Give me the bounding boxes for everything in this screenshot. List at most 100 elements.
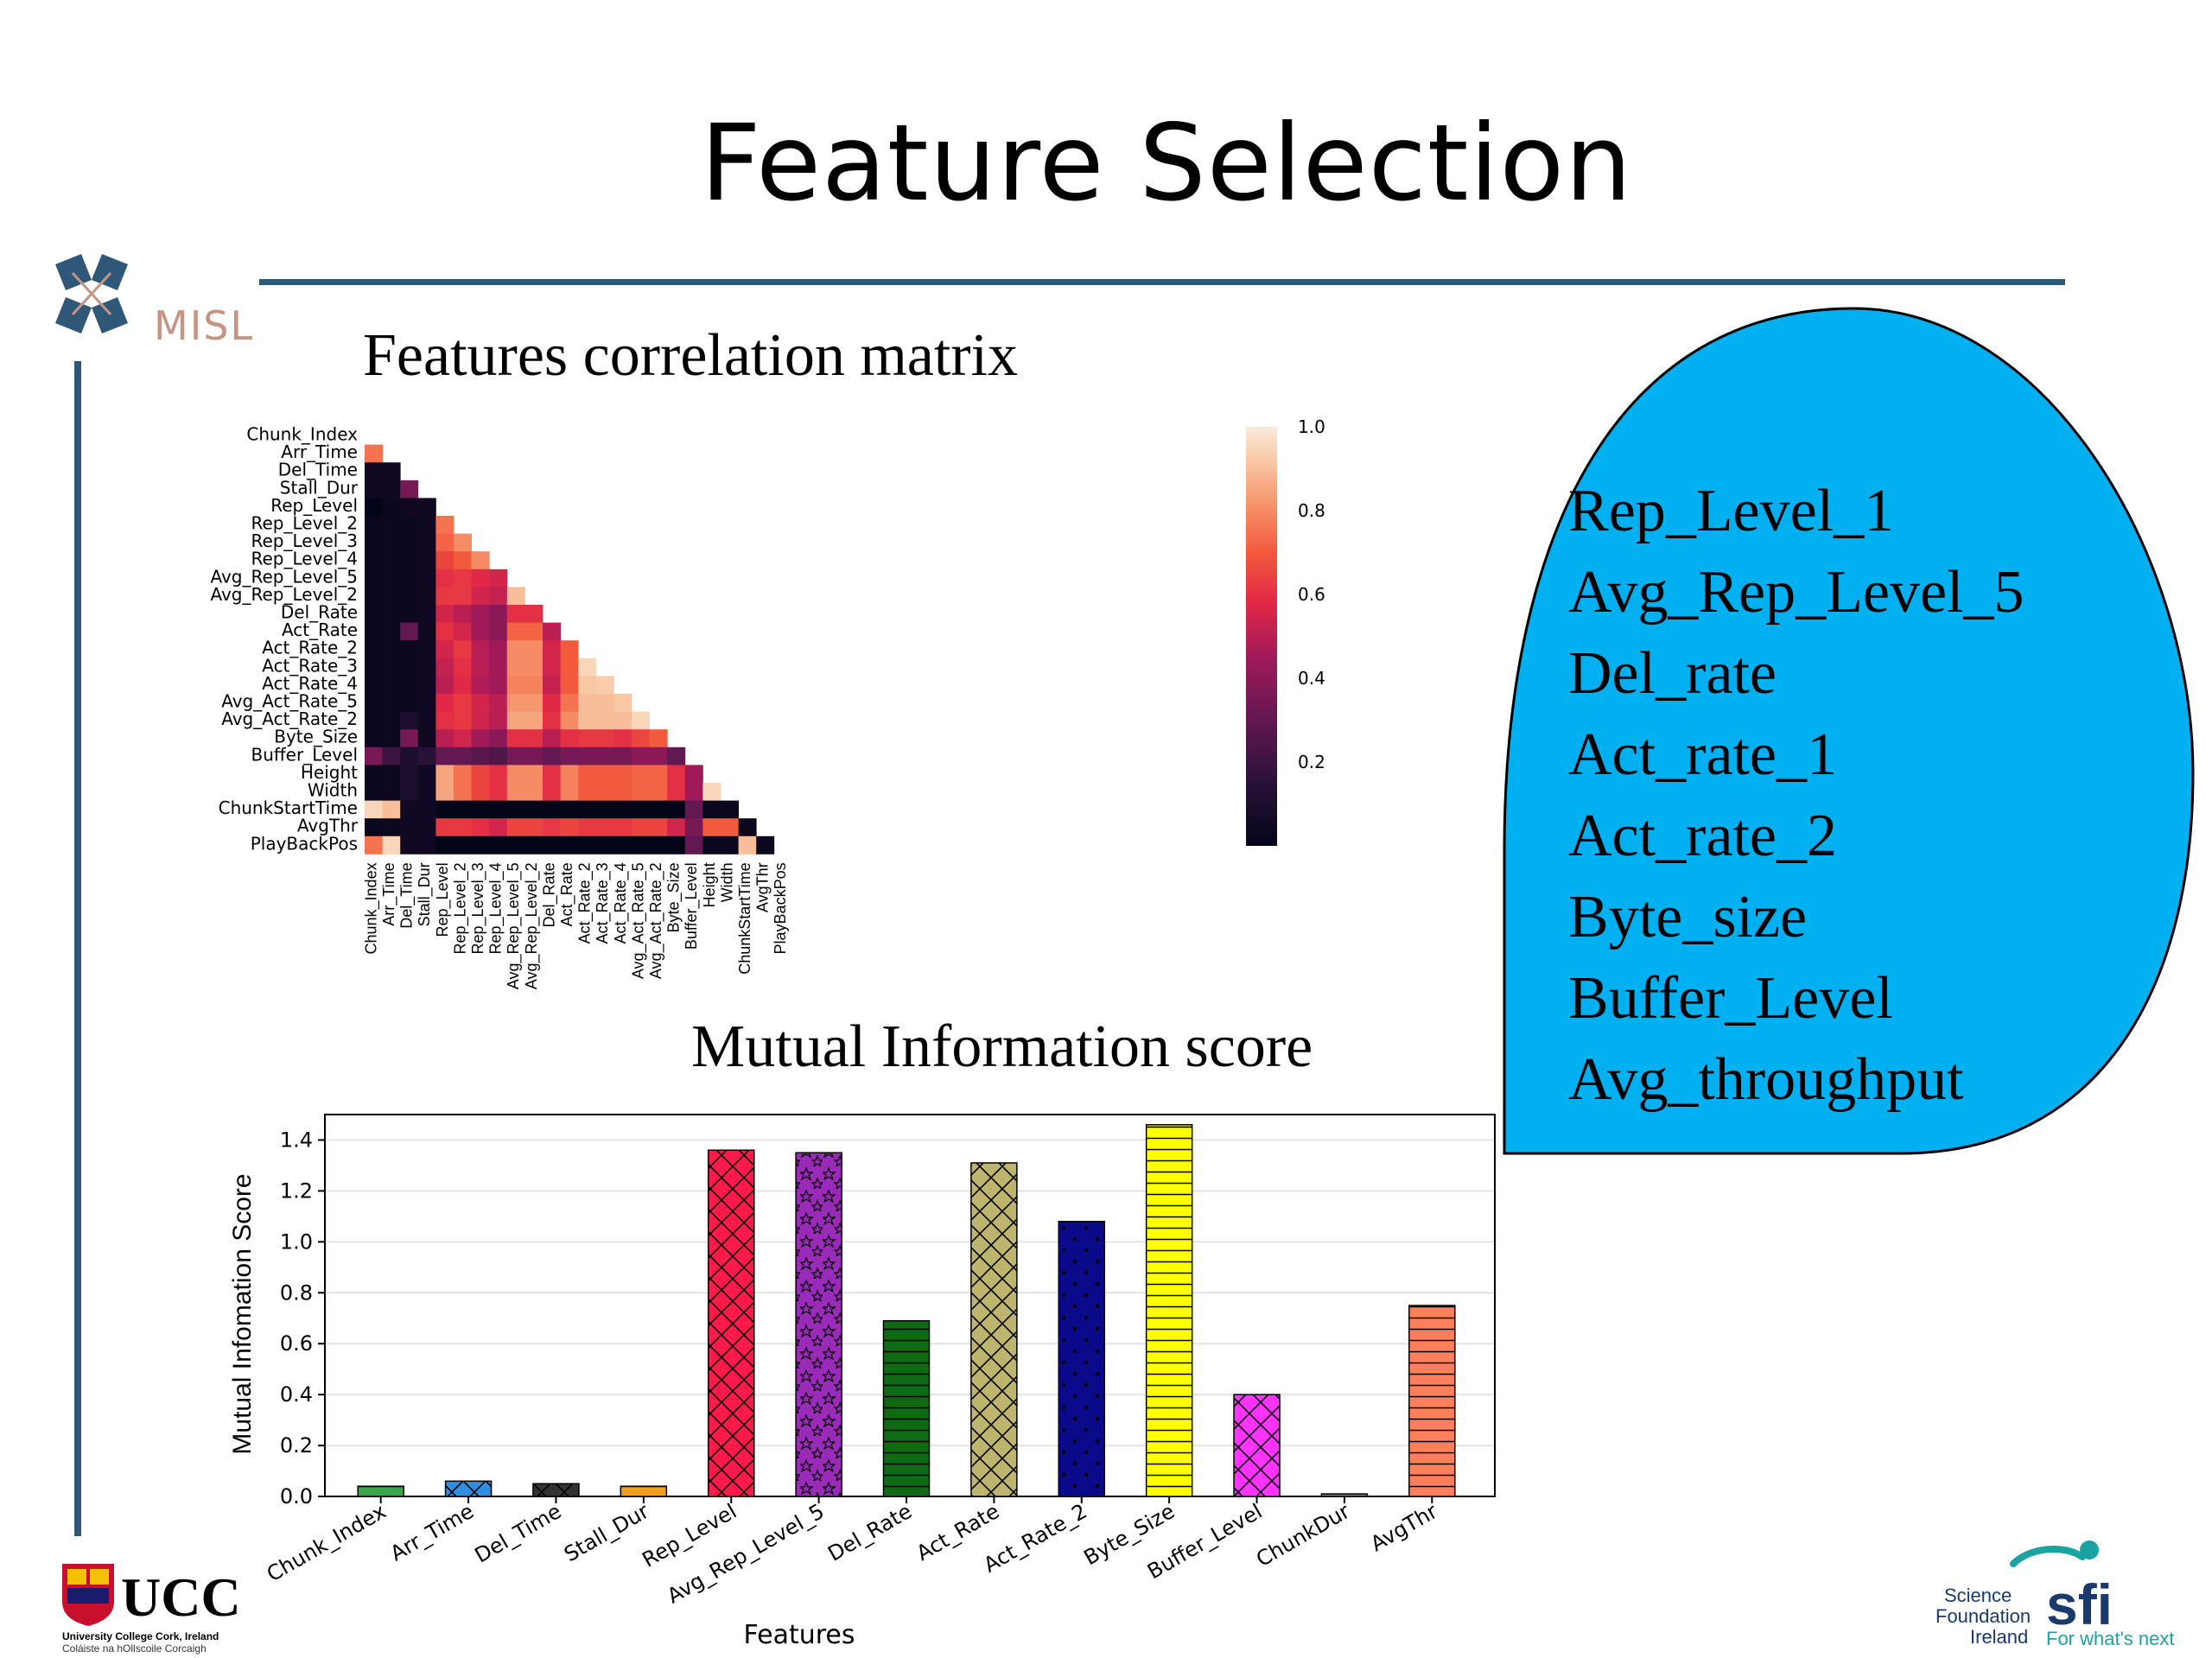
heatmap-cell	[684, 835, 703, 854]
heatmap-col-label: Del_Time	[398, 862, 416, 928]
heatmap-cell	[649, 783, 668, 801]
heatmap-cell	[471, 711, 490, 730]
heatmap-cell	[400, 622, 419, 641]
heatmap-cell	[435, 835, 454, 854]
heatmap-cell	[471, 605, 490, 623]
heatmap-row-label: Rep_Level_4	[251, 549, 358, 569]
heatmap-row-label: Stall_Dur	[280, 477, 359, 498]
heatmap-cell	[382, 783, 401, 801]
x-tick-label: ChunkDur	[1252, 1499, 1354, 1572]
sfi-line-1: Science	[1944, 1585, 2012, 1606]
heatmap-cell	[560, 729, 579, 748]
heatmap-cell	[595, 765, 614, 784]
slide-title: Feature Selection	[700, 102, 1633, 225]
heatmap-row-label: Avg_Rep_Level_5	[210, 566, 358, 587]
colorbar-tick-label: 0.8	[1298, 500, 1325, 521]
heatmap-cell	[454, 657, 472, 677]
heatmap-cell	[454, 569, 472, 588]
y-tick-label: 0.4	[280, 1382, 313, 1407]
y-tick-label: 0.2	[280, 1433, 313, 1458]
heatmap-cell	[721, 835, 739, 854]
heatmap-cell	[382, 622, 401, 641]
heatmap-cell	[454, 587, 472, 606]
heatmap-row-label: Width	[308, 779, 358, 800]
heatmap-cell	[524, 729, 543, 748]
heatmap-cell	[595, 676, 614, 695]
heatmap-cell	[632, 818, 650, 837]
heatmap-cell	[613, 711, 632, 730]
heatmap-row-label: Arr_Time	[281, 441, 358, 462]
selected-feature: Act_rate_1	[1568, 721, 1837, 788]
heatmap-cell	[489, 800, 508, 819]
heatmap-cell	[454, 729, 472, 748]
heatmap-cell	[471, 729, 490, 748]
heatmap-cell	[543, 835, 561, 854]
selected-features-oval	[1503, 307, 2195, 1155]
heatmap-row-label: Act_Rate_3	[262, 655, 358, 676]
heatmap-cell	[435, 533, 454, 552]
selected-feature: Del_rate	[1568, 640, 1777, 707]
heatmap-cell	[365, 835, 383, 854]
heatmap-cell	[365, 729, 383, 748]
heatmap-cell	[400, 516, 419, 534]
heatmap-cell	[365, 676, 383, 695]
ucc-subtitle: University College Cork, Ireland	[62, 1630, 219, 1642]
heatmap-cell	[578, 694, 597, 712]
heatmap-col-label: Avg_Act_Rate_2	[647, 862, 665, 979]
ucc-subtitle-irish: Coláiste na hOllscoile Corcaigh	[62, 1642, 207, 1655]
heatmap-cell	[365, 622, 383, 641]
heatmap-cell	[489, 605, 508, 623]
heatmap-cell	[506, 765, 525, 784]
sfi-line-2: Foundation	[1936, 1605, 2031, 1627]
heatmap-cell	[435, 711, 454, 730]
heatmap-row-label: Act_Rate_4	[262, 673, 358, 694]
title-divider	[259, 279, 2065, 285]
heatmap-col-label: Byte_Size	[665, 862, 683, 932]
heatmap-cell	[649, 729, 668, 748]
heatmap-cell	[471, 569, 490, 588]
heatmap-cell	[471, 657, 490, 677]
heatmap-col-labels: Chunk_Index Arr_Time Del_Time Stall_Dur Rep_…	[362, 862, 789, 989]
heatmap-cell	[613, 783, 632, 801]
heatmap-cell	[435, 818, 454, 837]
heatmap-cell	[595, 783, 614, 801]
bar-chart-grid: 0.0 0.2 0.4 0.6 0.8 1.0 1.2 1.4	[280, 1128, 1495, 1509]
y-tick-label: 1.0	[280, 1229, 313, 1254]
heatmap-cell	[417, 694, 436, 712]
heatmap-cell	[365, 800, 383, 819]
heatmap-cell	[471, 746, 490, 765]
heatmap-cell	[738, 835, 757, 854]
bar	[1408, 1305, 1456, 1497]
x-tick-label: AvgThr	[1366, 1499, 1441, 1556]
heatmap-cell	[649, 765, 668, 784]
heatmap-row-label: Avg_Act_Rate_2	[221, 708, 358, 729]
heatmap-cell	[454, 640, 472, 659]
heatmap-cell	[471, 622, 490, 641]
heatmap-cell	[400, 605, 419, 623]
heatmap-cell	[435, 765, 454, 784]
heatmap-cell	[702, 800, 721, 819]
heatmap-cell	[489, 569, 508, 588]
heatmap-cell	[417, 765, 436, 784]
heatmap-cell	[595, 800, 614, 819]
y-tick-label: 1.2	[280, 1178, 313, 1203]
heatmap-cell	[417, 818, 436, 837]
heatmap-cell	[524, 765, 543, 784]
heatmap-cell	[702, 818, 721, 837]
heatmap-cell	[649, 818, 668, 837]
heatmap-cell	[489, 587, 508, 606]
x-tick-label: Del_Time	[471, 1499, 566, 1568]
heatmap-cell	[632, 711, 650, 730]
heatmap-cell	[578, 835, 597, 854]
heatmap-cell	[400, 551, 419, 570]
heatmap-cell	[400, 765, 419, 784]
heatmap-cell	[400, 835, 419, 854]
heatmap-cell	[524, 746, 543, 765]
heatmap-cell	[400, 676, 419, 695]
heatmap-cell	[667, 765, 686, 784]
heatmap-cell	[417, 569, 436, 588]
heatmap-cell	[524, 605, 543, 623]
heatmap-cell	[506, 676, 525, 695]
heatmap-cell	[578, 818, 597, 837]
heatmap-cell	[454, 818, 472, 837]
